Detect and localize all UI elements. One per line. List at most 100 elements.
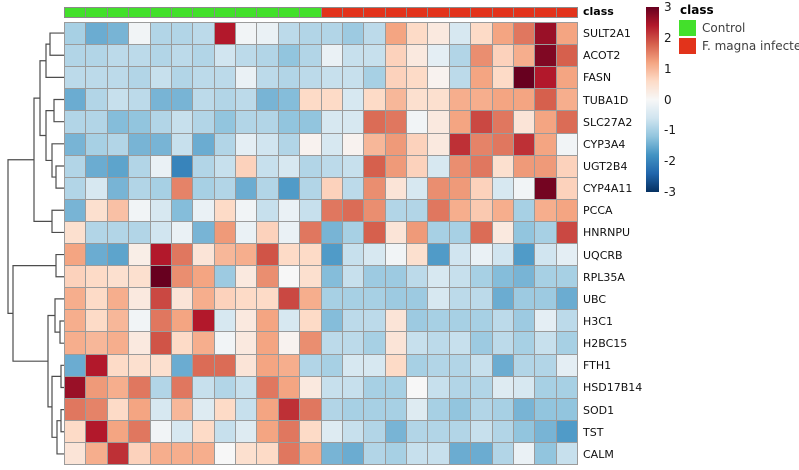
heatmap-cell <box>492 89 513 111</box>
heatmap-cell <box>513 45 535 67</box>
heatmap-cell <box>407 89 428 111</box>
heatmap-cell <box>107 111 129 133</box>
heatmap-cell <box>150 420 171 442</box>
heatmap-cell <box>214 155 235 177</box>
heatmap-cell <box>214 177 235 199</box>
heatmap-cell <box>86 332 107 354</box>
heatmap-cell <box>171 266 193 288</box>
heatmap-cell <box>364 133 385 155</box>
heatmap-cell <box>193 288 214 310</box>
heatmap-cell <box>129 177 150 199</box>
heatmap-cell <box>193 266 214 288</box>
heatmap-cell <box>321 244 342 266</box>
heatmap-cell <box>278 89 300 111</box>
heatmap-cell <box>471 442 492 464</box>
heatmap-cell <box>171 442 193 464</box>
heatmap-cell <box>449 67 471 89</box>
heatmap-cell <box>150 45 171 67</box>
heatmap-cell <box>556 133 577 155</box>
heatmap-cell <box>171 67 193 89</box>
heatmap-cell <box>107 376 129 398</box>
row-label: PCCA <box>583 204 613 218</box>
heatmap-cell <box>278 354 300 376</box>
heatmap-cell <box>535 420 556 442</box>
heatmap-cell <box>407 266 428 288</box>
colorbar-tick-label: -1 <box>664 123 676 138</box>
heatmap-cell <box>214 266 235 288</box>
heatmap-cell <box>236 45 257 67</box>
heatmap-cell <box>214 244 235 266</box>
heatmap-cell <box>150 23 171 45</box>
heatmap-cell <box>171 244 193 266</box>
heatmap-cell <box>342 177 364 199</box>
heatmap-cell <box>65 332 86 354</box>
heatmap-cell <box>407 420 428 442</box>
heatmap-cell <box>428 310 449 332</box>
heatmap-cell <box>321 221 342 243</box>
heatmap-cell <box>65 442 86 464</box>
heatmap-cell <box>321 155 342 177</box>
heatmap-cell <box>342 45 364 67</box>
heatmap-cell <box>471 398 492 420</box>
heatmap-cell <box>300 89 321 111</box>
heatmap-cell <box>278 155 300 177</box>
heatmap-cell <box>342 398 364 420</box>
heatmap-cell <box>342 244 364 266</box>
heatmap-cell <box>300 442 321 464</box>
heatmap-cell <box>236 221 257 243</box>
heatmap-cell <box>321 288 342 310</box>
heatmap-cell <box>449 45 471 67</box>
class-legend-title: class <box>680 3 714 17</box>
heatmap-cell <box>171 398 193 420</box>
class-annotation-cell <box>86 8 107 17</box>
heatmap-cell <box>65 177 86 199</box>
heatmap-cell <box>342 67 364 89</box>
heatmap-cell <box>193 133 214 155</box>
heatmap-cell <box>86 45 107 67</box>
heatmap-cell <box>535 310 556 332</box>
heatmap-cell <box>492 177 513 199</box>
heatmap-cell <box>321 310 342 332</box>
heatmap-cell <box>513 111 535 133</box>
heatmap-cell <box>300 332 321 354</box>
heatmap-cell <box>471 89 492 111</box>
heatmap-cell <box>107 155 129 177</box>
heatmap-cell <box>492 354 513 376</box>
heatmap-cell <box>129 266 150 288</box>
heatmap-cell <box>449 199 471 221</box>
heatmap-cell <box>236 420 257 442</box>
heatmap-cell <box>257 45 278 67</box>
heatmap-cell <box>492 244 513 266</box>
heatmap-cell <box>385 23 406 45</box>
heatmap-cell <box>513 133 535 155</box>
heatmap-cell <box>449 133 471 155</box>
heatmap-cell <box>407 398 428 420</box>
dendrogram-lines <box>7 32 64 455</box>
heatmap-cell <box>236 23 257 45</box>
heatmap-cell <box>171 111 193 133</box>
heatmap-cell <box>236 354 257 376</box>
heatmap-cell <box>150 288 171 310</box>
heatmap-cell <box>428 23 449 45</box>
heatmap-cell <box>535 442 556 464</box>
heatmap-cell <box>556 177 577 199</box>
heatmap-cell <box>342 199 364 221</box>
class-annotation-cell <box>257 8 278 17</box>
heatmap-cell <box>65 310 86 332</box>
heatmap-cell <box>364 155 385 177</box>
heatmap-cell <box>257 23 278 45</box>
heatmap-cell <box>364 442 385 464</box>
heatmap-cell <box>86 221 107 243</box>
heatmap-cell <box>556 442 577 464</box>
heatmap-cell <box>321 354 342 376</box>
heatmap-cell <box>257 288 278 310</box>
heatmap-cell <box>364 177 385 199</box>
heatmap-cell <box>321 45 342 67</box>
heatmap-cell <box>300 133 321 155</box>
heatmap-cell <box>193 376 214 398</box>
heatmap-cell <box>236 332 257 354</box>
class-annotation-cell <box>513 8 535 17</box>
heatmap-cell <box>535 133 556 155</box>
class-annotation-cell <box>428 8 449 17</box>
heatmap-cell <box>193 177 214 199</box>
